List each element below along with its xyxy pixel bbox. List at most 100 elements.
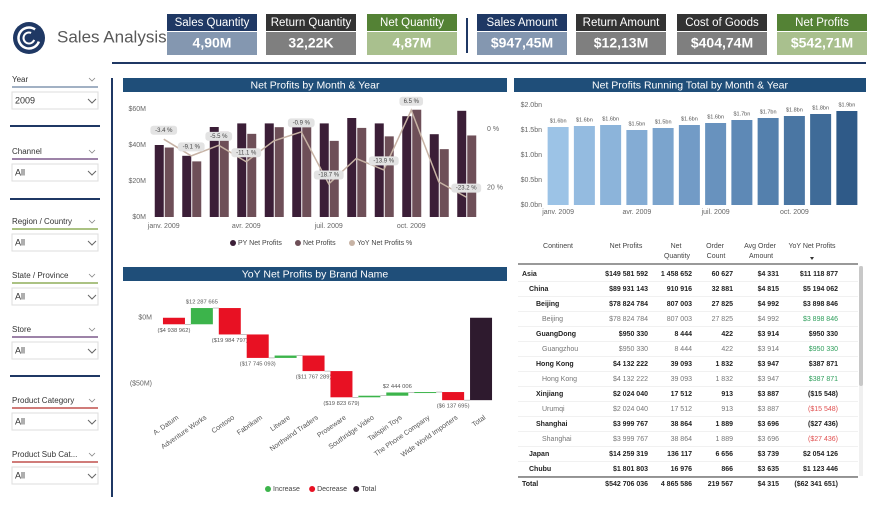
- filter-value[interactable]: All: [15, 345, 25, 355]
- cell: 1 458 652: [661, 271, 692, 278]
- kpi-label: Sales Amount: [487, 17, 559, 29]
- kpi-card: Cost of Goods $404,74M: [677, 14, 767, 55]
- cell: $5 194 062: [803, 286, 838, 293]
- legend-label: Decrease: [317, 486, 347, 493]
- filter-dropdown[interactable]: [11, 163, 99, 182]
- filter-slicer[interactable]: Year 2009: [11, 75, 99, 110]
- cell: 17 512: [671, 406, 693, 413]
- column-header: Avg Order Amount: [744, 243, 778, 260]
- filter-value[interactable]: All: [15, 291, 25, 301]
- row-header: Chubu: [529, 466, 551, 473]
- cell: $78 824 784: [609, 316, 648, 323]
- filter-slicer[interactable]: Region / Country All: [11, 217, 99, 252]
- filter-dropdown[interactable]: [11, 287, 99, 306]
- kpi-card: Net Profits $542,71M: [777, 14, 867, 55]
- cell: $4 132 222: [613, 361, 648, 368]
- data-label: $1.6bn: [707, 114, 724, 120]
- cell: $4 132 222: [613, 376, 648, 383]
- data-label-bg: [231, 148, 262, 158]
- column-header: Net Profits: [610, 243, 643, 250]
- filter-label: Product Sub Cat...: [12, 450, 77, 459]
- filter-value[interactable]: All: [15, 416, 25, 426]
- waterfall-bar: [330, 371, 353, 398]
- kpi-header: [167, 14, 257, 31]
- bar: [264, 123, 274, 217]
- waterfall-bar: [274, 355, 297, 358]
- bar: [600, 125, 622, 205]
- row-header: Urumqi: [542, 406, 565, 413]
- filter-dropdown[interactable]: [11, 466, 99, 485]
- filter-dropdown[interactable]: [11, 233, 99, 252]
- cell: $4 992: [758, 301, 780, 308]
- filter-slicer[interactable]: Product Category All: [11, 396, 99, 431]
- cell: 27 825: [712, 301, 734, 308]
- kpi-card: Sales Quantity 4,90M: [167, 14, 257, 55]
- data-label: $1.6bn: [681, 116, 698, 122]
- cell: 910 916: [667, 286, 692, 293]
- chart-title-bar: [123, 267, 507, 281]
- chevron: [88, 273, 96, 278]
- cell: $149 581 592: [605, 271, 648, 278]
- filter-slicer[interactable]: State / Province All: [11, 271, 99, 306]
- cell: $3 999 767: [613, 436, 648, 443]
- kpi-card: Return Quantity 32,22K: [266, 14, 356, 55]
- chevron: [87, 294, 97, 300]
- data-label: $1.5bn: [655, 119, 672, 125]
- filter-slicer[interactable]: Channel All: [11, 147, 99, 182]
- data-label: ($6 137 695): [437, 404, 470, 410]
- x-tick-label: Contoso: [211, 414, 236, 435]
- kpi-header: [677, 14, 767, 31]
- kpi-value: $542,71M: [791, 35, 853, 51]
- row-header: Hong Kong: [542, 376, 577, 383]
- filter-value[interactable]: All: [15, 237, 25, 247]
- x-tick-label: janv. 2009: [541, 209, 574, 216]
- data-label-bg: [205, 131, 233, 141]
- cell: 38 864: [671, 421, 693, 428]
- filter-label: Year: [12, 75, 29, 84]
- cell: $4 992: [758, 316, 780, 323]
- filter-label: State / Province: [12, 271, 69, 280]
- waterfall-bar: [162, 317, 185, 325]
- row-header: Shanghai: [542, 436, 572, 443]
- data-label: $1.6bn: [576, 117, 593, 123]
- filter-dropdown[interactable]: [11, 412, 99, 431]
- bar: [652, 128, 674, 205]
- cell: $4 331: [758, 271, 780, 278]
- legend-marker: [309, 486, 316, 492]
- cell: 219 567: [708, 481, 733, 488]
- cell: $387 871: [809, 376, 838, 383]
- x-tick-label: janv. 2009: [147, 223, 180, 230]
- filter-value[interactable]: All: [15, 470, 25, 480]
- filter-dropdown[interactable]: [11, 341, 99, 360]
- filter-dropdown[interactable]: [11, 91, 99, 110]
- bar: [247, 133, 257, 217]
- cell: 422: [721, 331, 733, 338]
- filter-label: Store: [12, 325, 32, 334]
- cell: 1 832: [715, 361, 733, 368]
- filter-value[interactable]: All: [15, 167, 25, 177]
- kpi-label: Return Amount: [583, 17, 661, 29]
- bar: [219, 131, 229, 217]
- chevron: [87, 419, 97, 425]
- cell: ($62 341 651): [794, 481, 838, 488]
- filter-value[interactable]: 2009: [15, 95, 35, 105]
- cell: 807 003: [667, 301, 692, 308]
- scrollbar-thumb[interactable]: [859, 266, 863, 386]
- cell: 6 656: [715, 451, 733, 458]
- legend-marker: [230, 240, 236, 246]
- cell: $3 696: [758, 421, 780, 428]
- cell: $3 696: [758, 436, 780, 443]
- data-label: ($4 938 962): [158, 328, 191, 334]
- bar: [154, 145, 164, 217]
- kpi-card: Return Amount $12,13M: [576, 14, 666, 55]
- filter-slicer[interactable]: Product Sub Cat... All: [11, 450, 99, 485]
- filter-label: Region / Country: [12, 217, 72, 226]
- kpi-value-box: [477, 32, 567, 55]
- filter-slicer[interactable]: Store All: [11, 325, 99, 360]
- data-label: $1.7bn: [733, 111, 750, 117]
- kpi-header: [477, 14, 567, 31]
- bar: [192, 161, 202, 217]
- cell: $4 315: [758, 481, 780, 488]
- bar: [810, 114, 832, 205]
